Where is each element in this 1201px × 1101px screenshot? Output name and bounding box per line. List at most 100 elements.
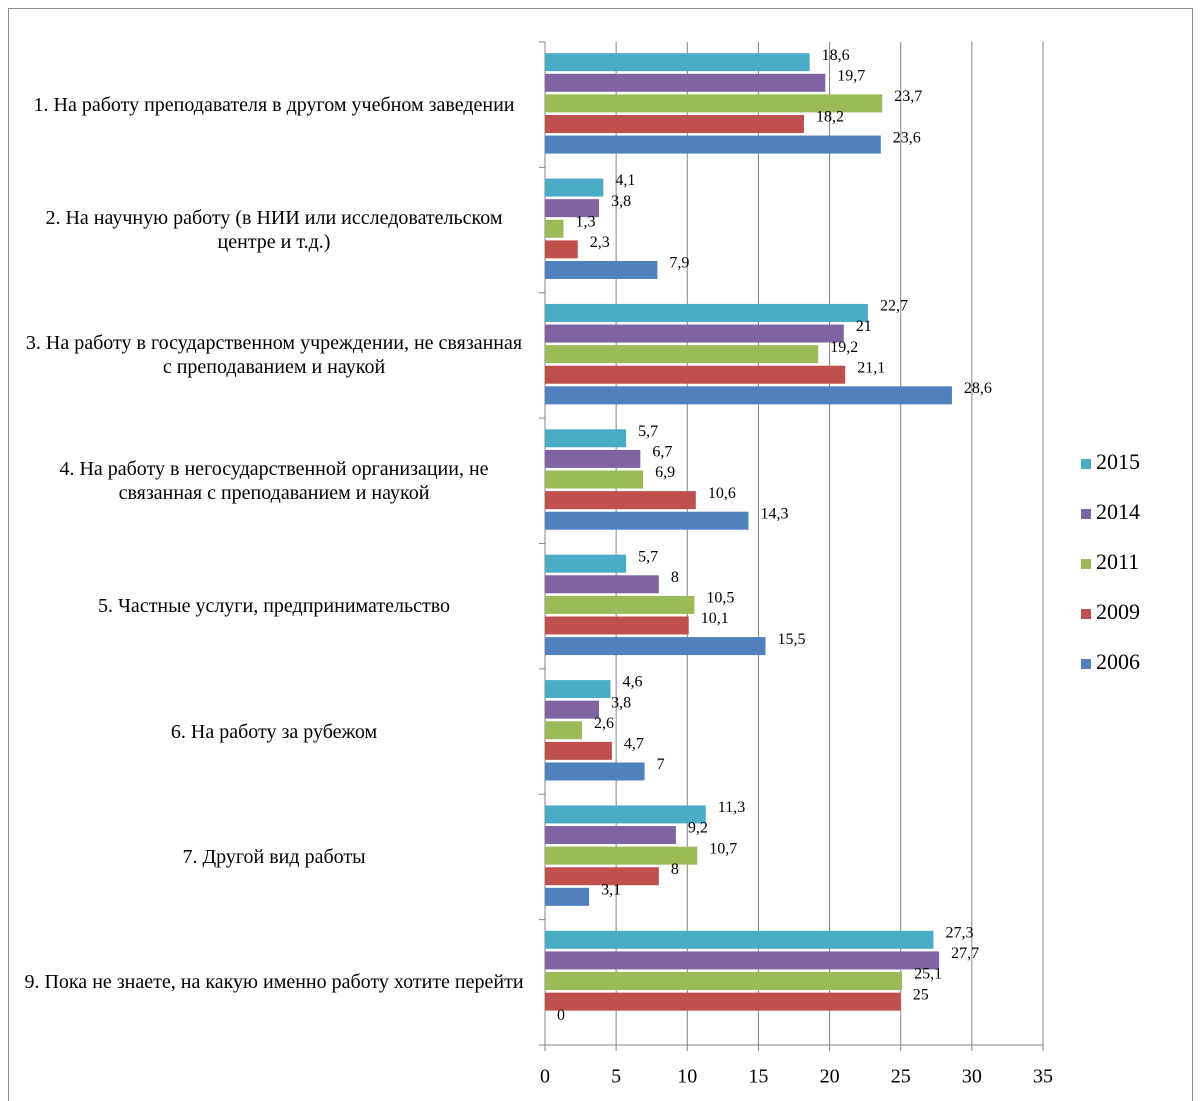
data-label: 10,6 xyxy=(708,485,736,502)
y-tick-label: 1. На работу преподавателя в другом учеб… xyxy=(33,93,515,116)
data-label: 4,7 xyxy=(624,736,644,753)
bar xyxy=(545,616,689,635)
bar xyxy=(545,240,578,259)
bar xyxy=(545,846,698,865)
legend-swatch xyxy=(1081,609,1091,619)
data-label: 10,7 xyxy=(709,840,737,857)
bar xyxy=(545,930,934,949)
bar xyxy=(545,972,903,991)
bar xyxy=(545,135,881,154)
bar xyxy=(545,324,844,343)
bar xyxy=(545,700,600,719)
data-label: 8 xyxy=(671,861,679,878)
data-label: 22,7 xyxy=(880,298,908,315)
legend-label: 2011 xyxy=(1096,549,1139,574)
bar xyxy=(545,575,659,594)
y-tick-label: 9. Пока не знаете, на какую именно работ… xyxy=(24,971,524,994)
x-tick-label: 25 xyxy=(891,1066,911,1088)
data-label: 28,6 xyxy=(964,380,992,397)
y-tick-label: 7. Другой вид работы xyxy=(182,845,366,868)
bar xyxy=(545,721,582,740)
bar xyxy=(545,762,645,781)
y-tick-label: 6. На работу за рубежом xyxy=(170,720,378,743)
legend-swatch xyxy=(1081,559,1091,569)
data-label: 7 xyxy=(657,756,665,773)
x-tick-label: 15 xyxy=(748,1066,768,1088)
bar xyxy=(545,470,644,489)
data-label: 15,5 xyxy=(778,631,806,648)
data-label: 3,8 xyxy=(611,193,631,210)
data-label: 19,2 xyxy=(830,339,858,356)
data-label: 21 xyxy=(856,318,872,335)
x-tick-label: 35 xyxy=(1033,1066,1053,1088)
bar xyxy=(545,741,612,760)
data-label: 14,3 xyxy=(760,505,788,522)
x-tick-label: 5 xyxy=(611,1066,621,1088)
data-label: 18,2 xyxy=(816,109,844,126)
data-label: 2,6 xyxy=(594,715,614,732)
bar xyxy=(545,867,659,886)
bar xyxy=(545,637,766,656)
bar xyxy=(545,805,706,824)
bar xyxy=(545,303,868,322)
y-tick-label: 4. На работу в негосударственной организ… xyxy=(59,457,489,504)
bar xyxy=(545,826,676,845)
chart-border xyxy=(8,8,1193,1101)
bar xyxy=(545,449,641,468)
data-label: 9,2 xyxy=(688,820,708,837)
y-tick-label: 3. На работу в государственном учреждени… xyxy=(25,332,523,379)
legend-swatch xyxy=(1081,659,1091,669)
data-label: 5,7 xyxy=(638,423,658,440)
legend-swatch xyxy=(1081,509,1091,519)
bar xyxy=(545,511,749,530)
data-label: 23,7 xyxy=(894,88,922,105)
bar xyxy=(545,365,846,384)
data-label: 27,7 xyxy=(951,945,979,962)
data-label: 25,1 xyxy=(914,966,942,983)
bar xyxy=(545,554,627,573)
bar xyxy=(545,219,564,238)
bar xyxy=(545,386,952,405)
legend-label: 2006 xyxy=(1096,649,1140,674)
data-label: 27,3 xyxy=(945,924,973,941)
x-tick-label: 30 xyxy=(962,1066,982,1088)
bar xyxy=(545,73,826,92)
bar xyxy=(545,94,883,113)
bar xyxy=(545,199,600,218)
data-label: 3,1 xyxy=(601,882,621,899)
data-label: 4,1 xyxy=(615,172,635,189)
data-label: 6,7 xyxy=(652,444,672,461)
data-label: 10,1 xyxy=(701,610,729,627)
data-label: 11,3 xyxy=(718,799,745,816)
data-label: 1,3 xyxy=(575,213,595,230)
data-label: 7,9 xyxy=(669,255,689,272)
legend-label: 2014 xyxy=(1096,499,1140,524)
data-label: 23,6 xyxy=(893,129,921,146)
bar xyxy=(545,53,810,72)
bar xyxy=(545,178,604,197)
bar xyxy=(545,680,611,699)
bar xyxy=(545,887,590,906)
bar xyxy=(545,992,901,1011)
legend-label: 2015 xyxy=(1096,449,1140,474)
data-label: 5,7 xyxy=(638,548,658,565)
legend-label: 2009 xyxy=(1096,599,1140,624)
x-tick-label: 20 xyxy=(820,1066,840,1088)
x-tick-label: 0 xyxy=(540,1066,550,1088)
data-label: 21,1 xyxy=(857,359,885,376)
bar xyxy=(545,260,658,279)
bar xyxy=(545,595,695,614)
y-tick-label: 5. Частные услуги, предпринимательство xyxy=(97,595,451,618)
data-label: 25 xyxy=(913,986,929,1003)
data-label: 3,8 xyxy=(611,694,631,711)
data-label: 2,3 xyxy=(590,234,610,251)
data-label: 10,5 xyxy=(706,590,734,607)
bar xyxy=(545,491,696,510)
x-tick-label: 10 xyxy=(677,1066,697,1088)
data-label: 19,7 xyxy=(837,67,865,84)
bar xyxy=(545,345,819,364)
bar xyxy=(545,429,627,448)
bar xyxy=(545,951,940,970)
